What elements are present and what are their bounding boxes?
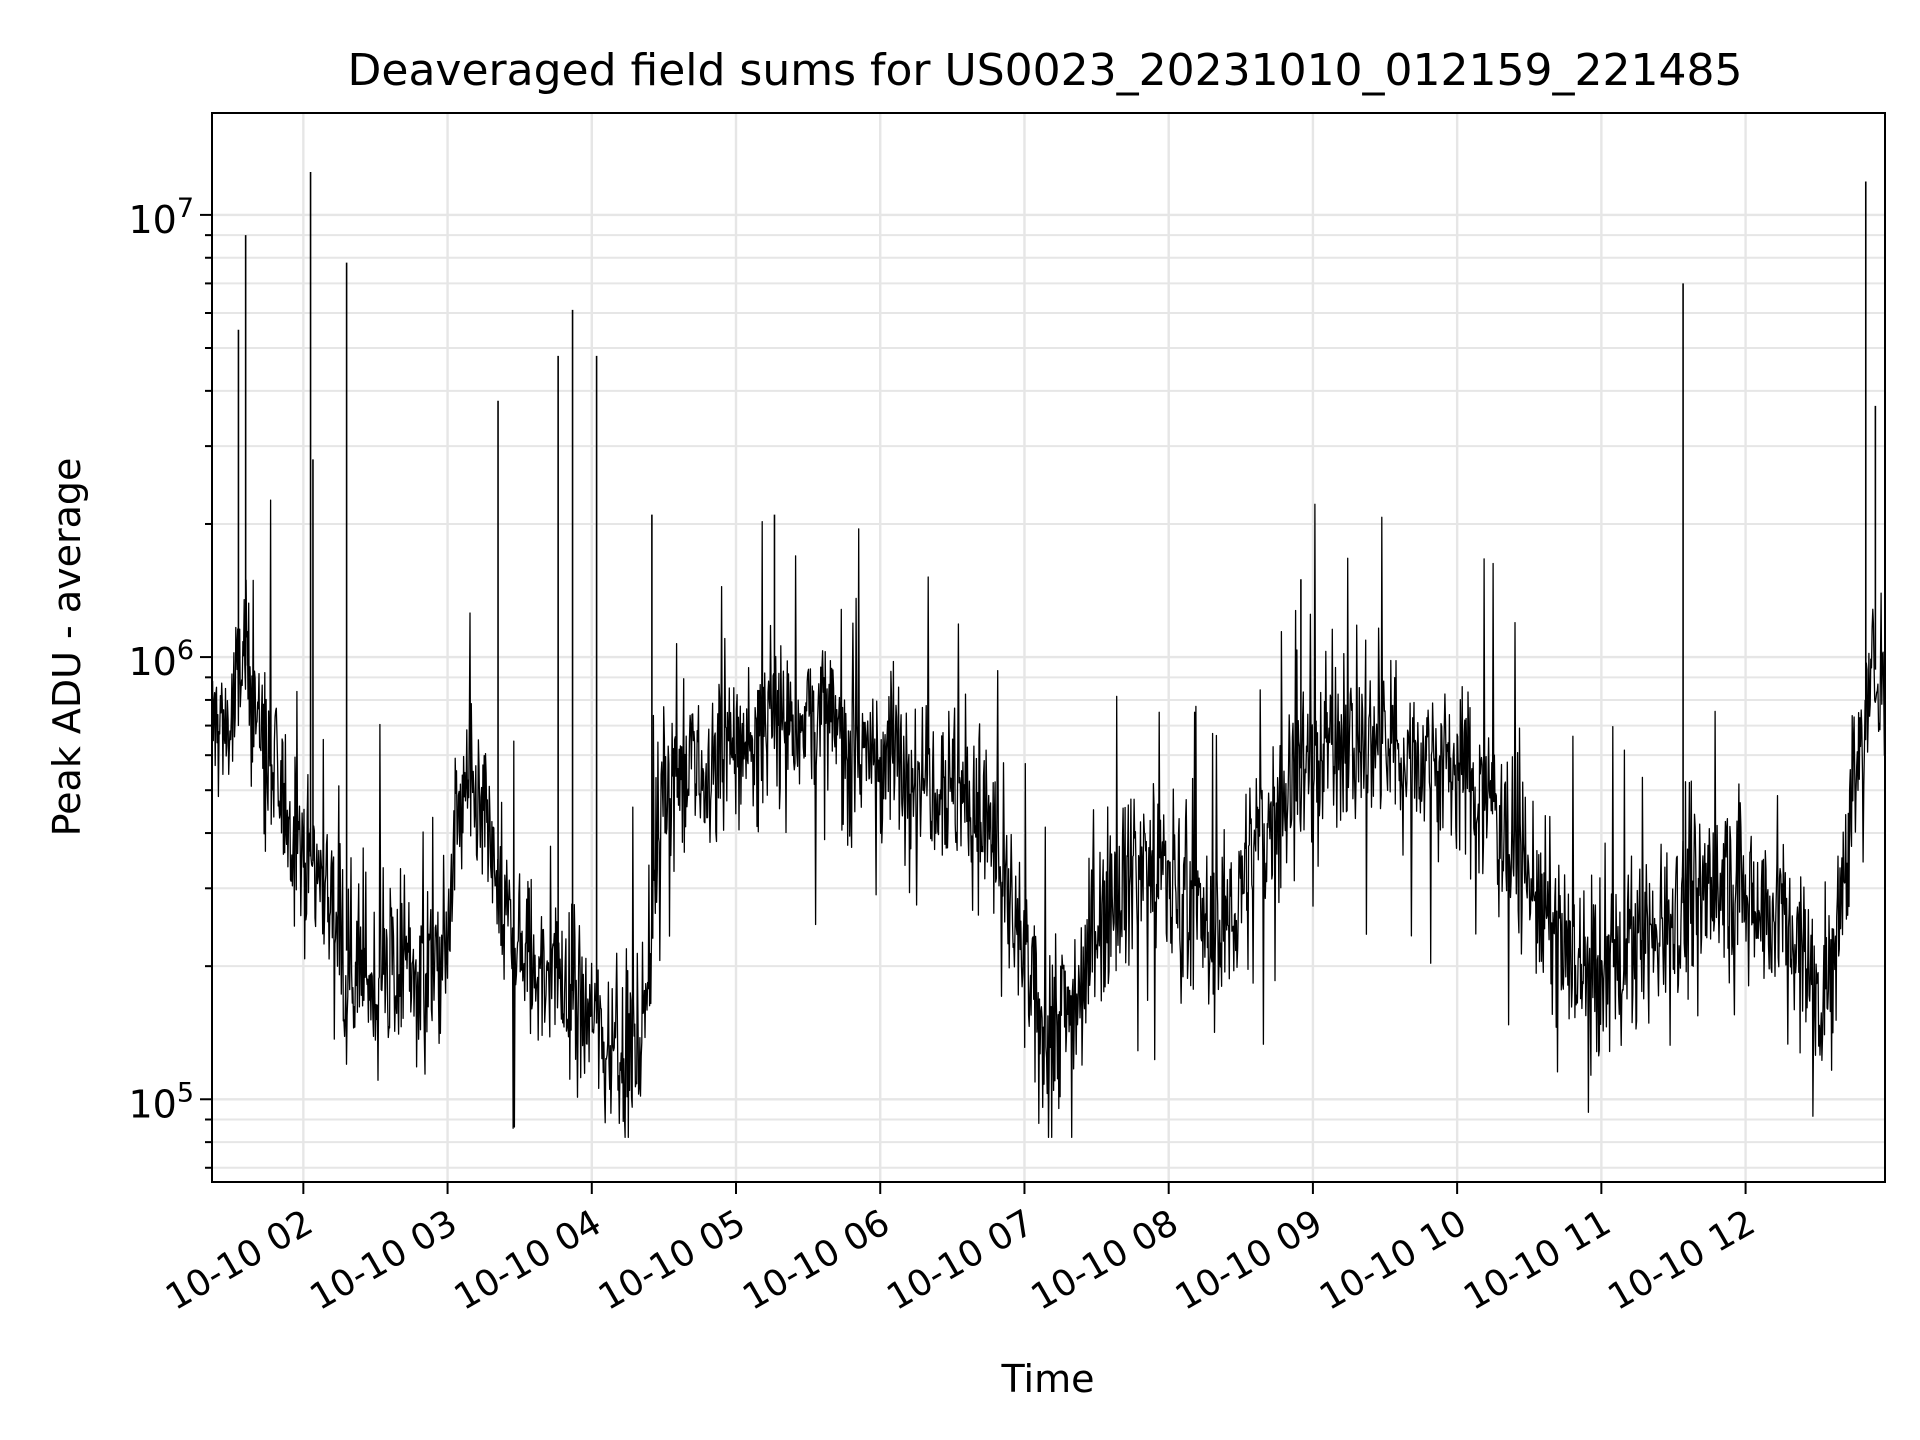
y-tick-label: 107 [128, 193, 194, 242]
series-group [212, 172, 1885, 1139]
series-line [212, 499, 1885, 1139]
grid [212, 113, 1885, 1182]
y-axis: 105 106 107 [128, 193, 212, 1169]
plot-area [212, 172, 1885, 1139]
axes-frame [211, 112, 1886, 1183]
x-axis-label: Time [1001, 1357, 1095, 1401]
y-tick-label: 106 [128, 635, 194, 684]
chart-title: Deaveraged field sums for US0023_2023101… [348, 45, 1743, 96]
y-axis-label: Peak ADU - average [45, 458, 89, 837]
y-tick-label: 105 [128, 1077, 194, 1126]
